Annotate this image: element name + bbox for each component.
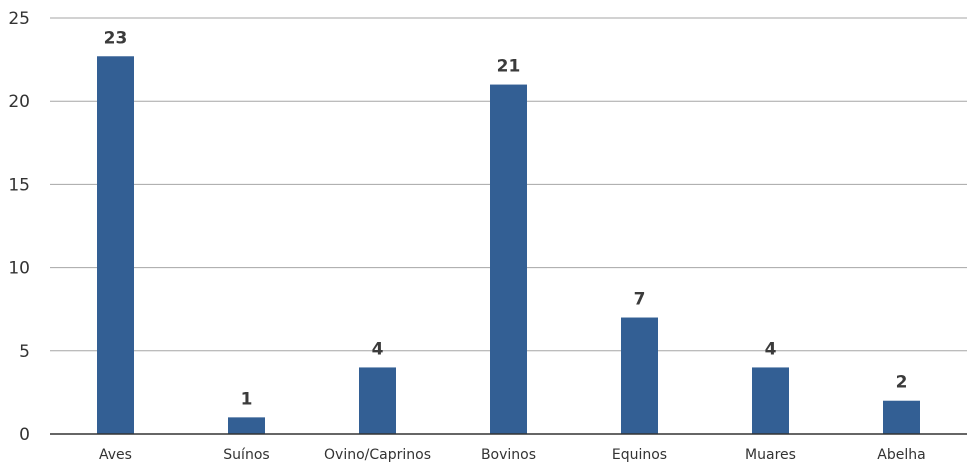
y-tick-label: 15 [8,175,30,195]
bar-6 [883,400,920,434]
data-label: 4 [372,339,384,359]
bar-4 [621,317,658,434]
y-tick-label: 20 [8,92,30,112]
data-label: 4 [765,339,777,359]
y-tick-label: 5 [19,342,30,362]
y-axis-ticks: 0 5 10 15 20 25 [8,9,30,445]
data-label: 21 [497,57,521,77]
bars [97,56,920,434]
data-label: 1 [241,389,253,409]
x-tick-label: Bovinos [481,447,536,463]
bar-3 [490,84,527,434]
bar-1 [228,417,265,434]
bar-2 [359,367,396,434]
x-tick-label: Muares [745,447,796,463]
data-label: 2 [896,373,908,393]
y-tick-label: 25 [8,9,30,29]
y-tick-label: 10 [8,259,30,279]
x-tick-label: Suínos [223,447,269,463]
y-tick-label: 0 [19,425,30,445]
data-label: 23 [104,28,128,48]
data-label: 7 [634,290,646,310]
x-tick-label: Aves [99,447,132,463]
bar-5 [752,367,789,434]
x-axis-ticks: Aves Suínos Ovino/Caprinos Bovinos Equinos Mu… [99,447,926,463]
x-tick-label: Equinos [612,447,667,463]
x-tick-label: Ovino/Caprinos [324,447,431,463]
data-labels: 23 1 4 21 7 4 2 [104,28,908,409]
bar-0 [97,56,134,434]
x-tick-label: Abelha [877,447,925,463]
